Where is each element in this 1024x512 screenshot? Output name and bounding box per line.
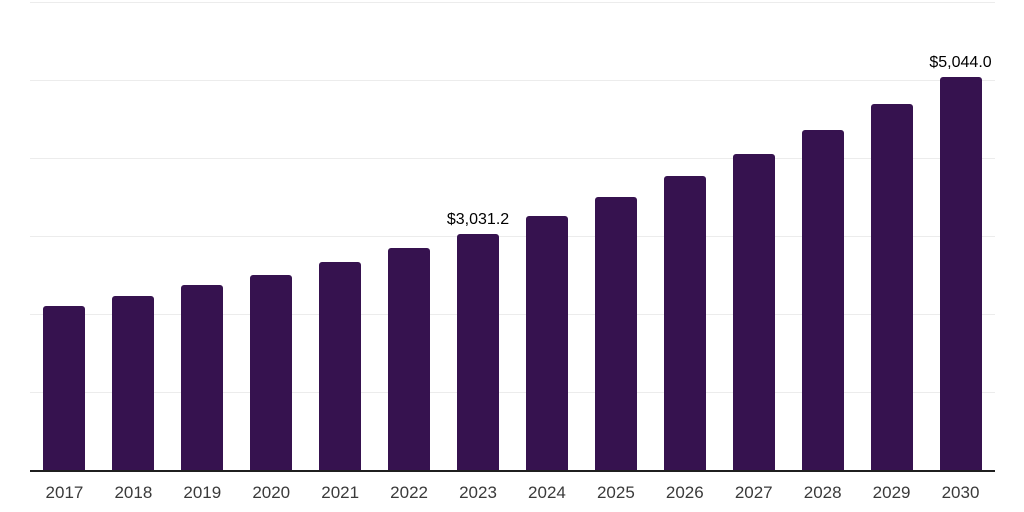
x-axis-label: 2023: [459, 483, 497, 502]
bar: [801, 129, 844, 470]
category-band: 2018: [99, 2, 168, 502]
bar: [594, 196, 637, 470]
category-band: $5,044.0 2030: [926, 2, 995, 502]
bar: [250, 274, 293, 470]
category-band: 2026: [650, 2, 719, 502]
gridline: [30, 158, 995, 160]
bar: [112, 296, 155, 470]
plot-area: 2017 2018 2019 2020 2021 2022 $3,031.2 2023 2024…: [30, 2, 995, 502]
category-band: 2019: [168, 2, 237, 502]
bar: [939, 76, 982, 470]
x-axis-label: 2017: [45, 483, 84, 502]
category-band: 2024: [513, 2, 582, 502]
x-axis-line: [30, 470, 995, 472]
category-band: 2029: [857, 2, 926, 502]
bar: [663, 175, 706, 470]
gridline: [30, 236, 995, 237]
category-band: 2028: [788, 2, 857, 502]
x-axis-label: 2020: [252, 483, 291, 502]
x-axis-label: 2029: [872, 483, 911, 502]
gridline: [30, 2, 995, 3]
gridline: [30, 314, 995, 316]
bar: [732, 153, 775, 470]
bar: [525, 215, 568, 470]
category-band: 2020: [237, 2, 306, 502]
bar: [870, 104, 913, 470]
x-axis-label: 2022: [390, 483, 429, 502]
bar: [457, 233, 500, 470]
x-axis-label: 2019: [183, 483, 222, 502]
category-band: 2025: [581, 2, 650, 502]
x-axis-label: 2025: [596, 483, 635, 502]
category-band: 2021: [306, 2, 375, 502]
x-axis-label: 2027: [734, 483, 773, 502]
x-axis-label: 2018: [114, 483, 153, 502]
bar: [43, 306, 86, 470]
category-band: 2022: [375, 2, 444, 502]
gridline: [30, 80, 995, 81]
bar: [388, 247, 431, 470]
x-axis-label: 2026: [665, 483, 704, 502]
x-axis-label: 2028: [803, 483, 842, 502]
data-label: $3,031.2: [446, 210, 510, 228]
category-band: $3,031.2 2023: [444, 2, 513, 502]
category-band: 2027: [719, 2, 788, 502]
bar: [319, 261, 362, 470]
x-axis-label: 2030: [941, 483, 980, 502]
x-axis-label: 2024: [528, 483, 566, 502]
category-band: 2017: [30, 2, 99, 502]
gridline: [30, 392, 995, 394]
data-label: $5,044.0: [929, 53, 992, 71]
bar: [181, 285, 224, 470]
x-axis-label: 2021: [321, 483, 360, 502]
